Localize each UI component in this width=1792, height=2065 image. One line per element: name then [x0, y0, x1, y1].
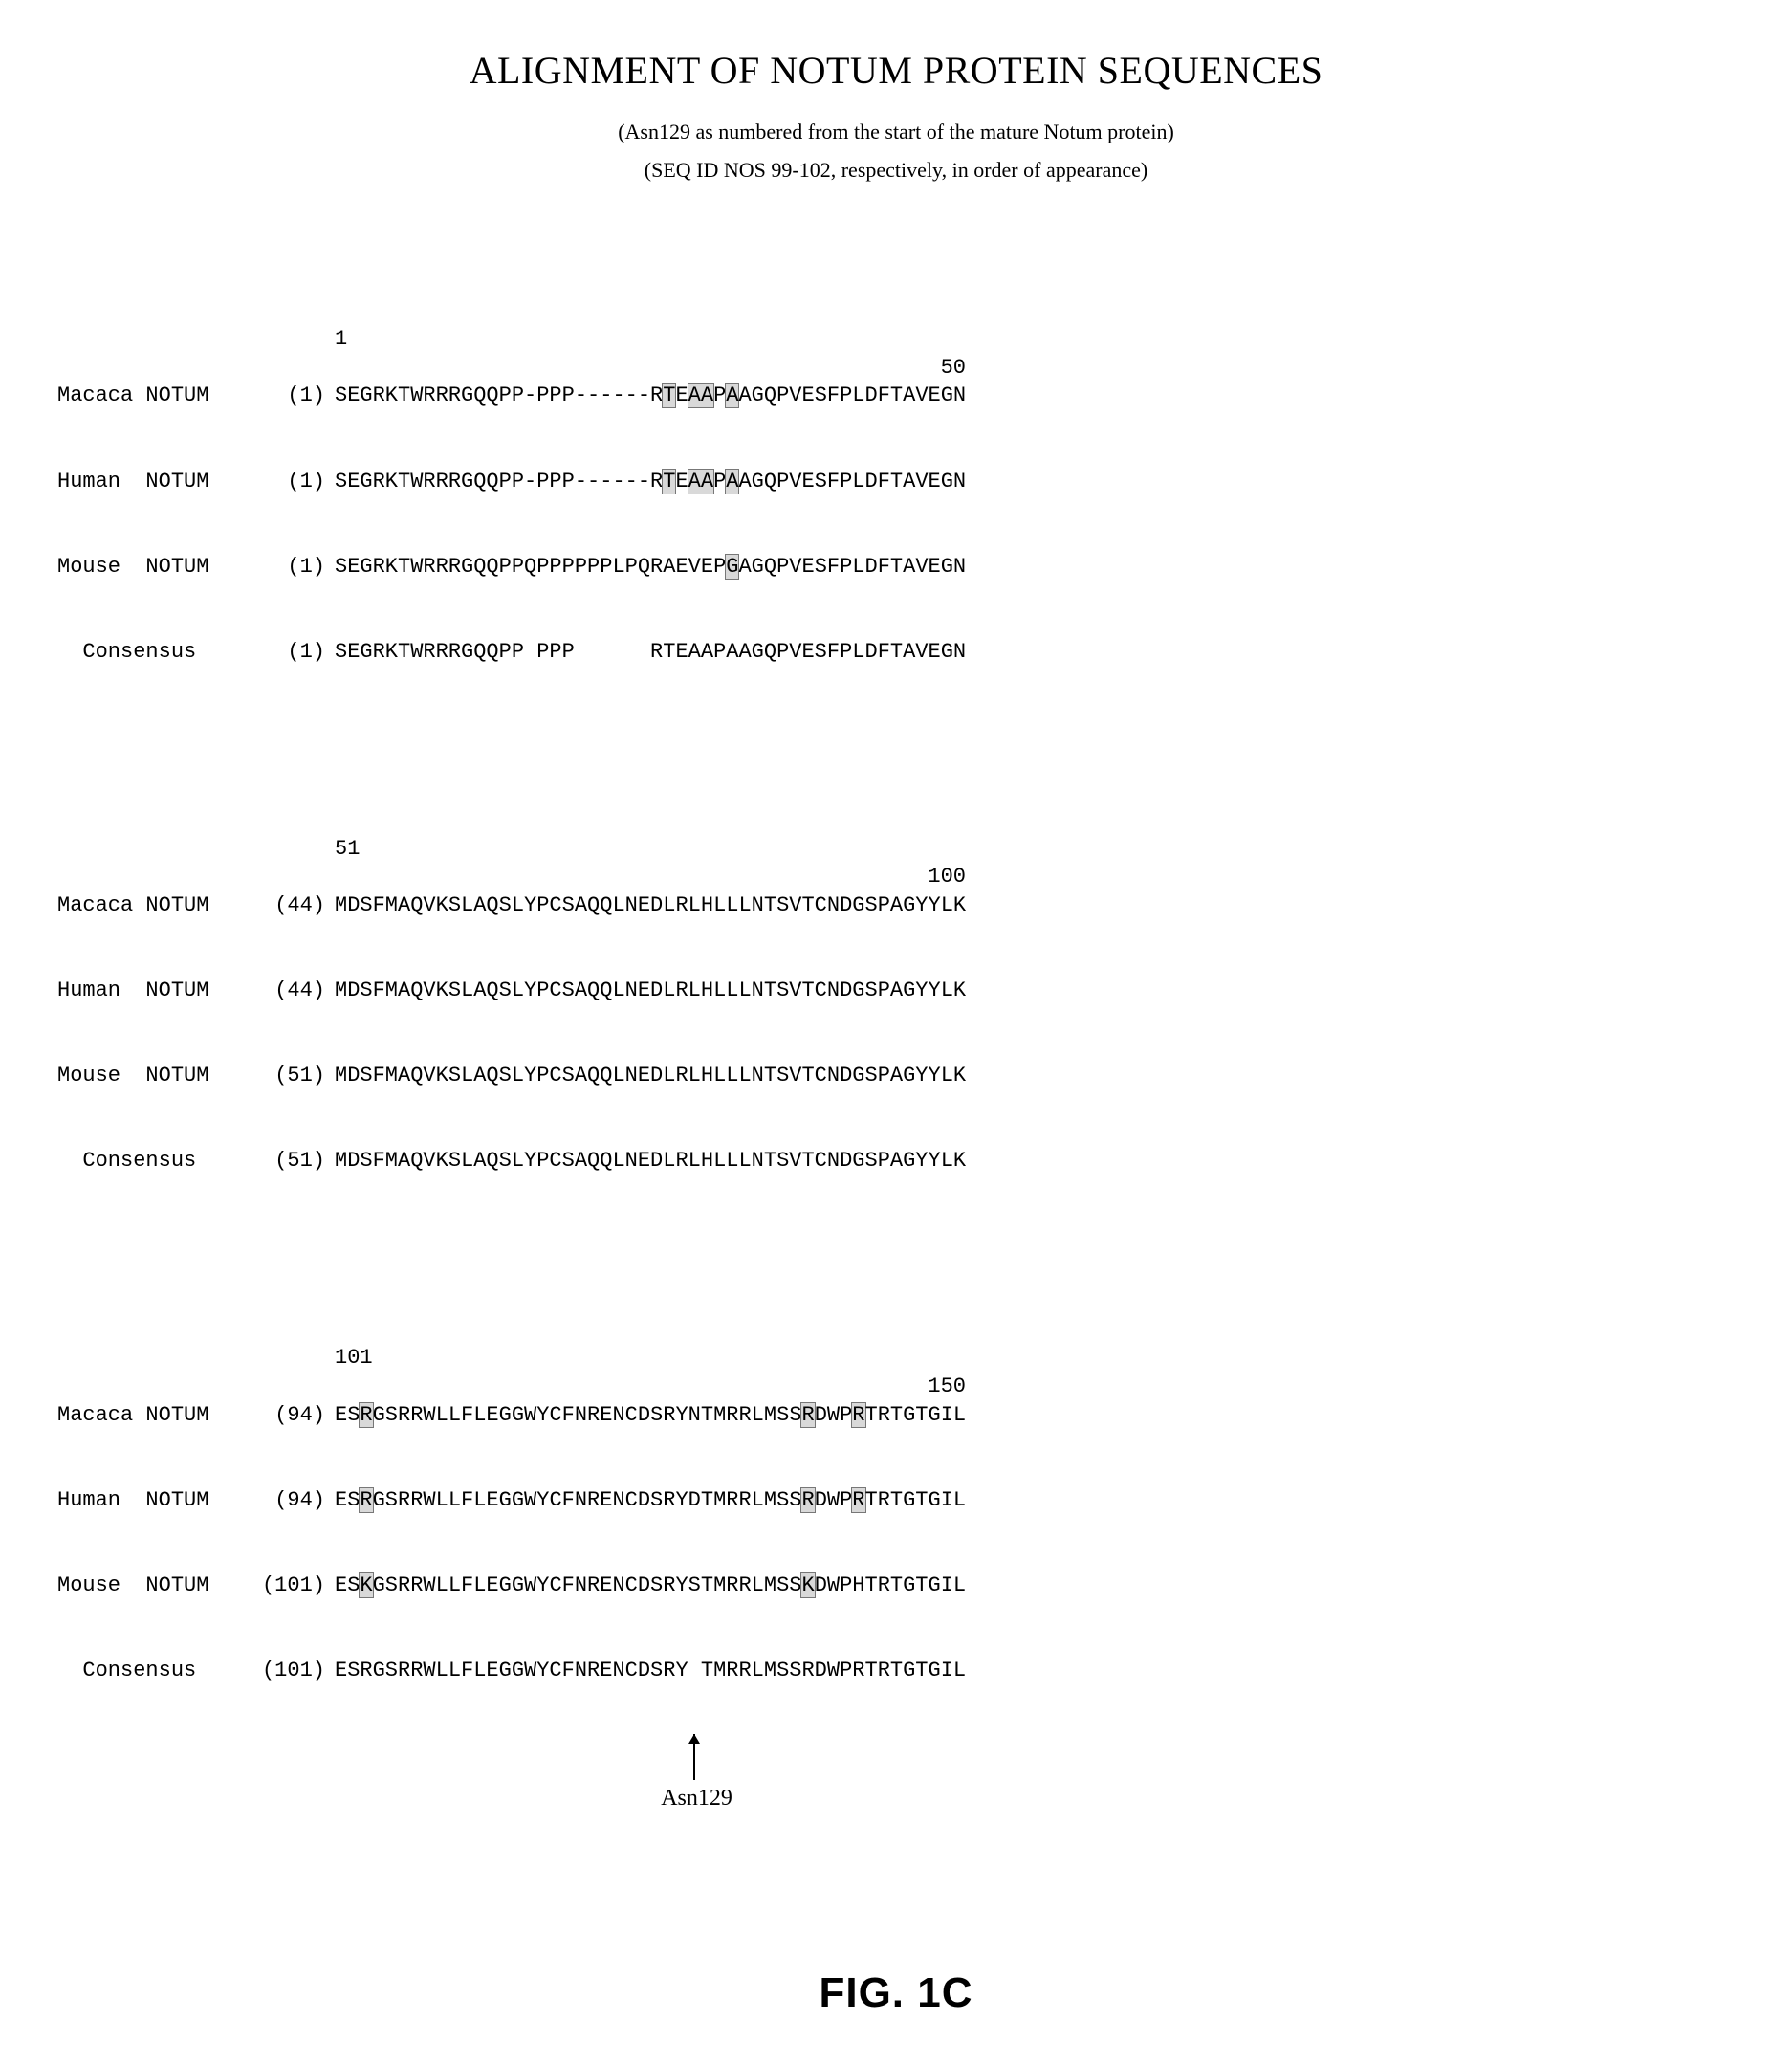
row-pos: (51)	[249, 1062, 335, 1090]
seq-row-mouse: Mouse NOTUM (1) SEGRKTWRRRGQQPPQPPPPPPLP…	[57, 553, 1754, 582]
row-label: Mouse NOTUM	[57, 553, 249, 582]
ruler-start: 51	[335, 835, 360, 864]
row-label: Human NOTUM	[57, 1486, 249, 1515]
row-pos: (51)	[249, 1147, 335, 1175]
ruler-row: 101 150	[57, 1316, 1754, 1345]
seq-row-consensus: Consensus (101) ESRGSRRWLLFLEGGWYCFNRENC…	[57, 1657, 1754, 1685]
ruler-end: 100	[928, 863, 966, 891]
row-label: Consensus	[57, 1147, 249, 1175]
arrow-line	[693, 1734, 695, 1780]
seq-row-consensus: Consensus (1) SEGRKTWRRRGQQPP PPP RTEAAP…	[57, 638, 1754, 667]
alignment-container: 1 50 Macaca NOTUM (1) SEGRKTWRRRGQQPP-PP…	[57, 240, 1754, 1855]
seq-row-macaca: Macaca NOTUM (94) ESRGSRRWLLFLEGGWYCFNRE…	[57, 1401, 1754, 1430]
row-label: Mouse NOTUM	[57, 1571, 249, 1600]
subtitle-seqid: (SEQ ID NOS 99-102, respectively, in ord…	[38, 158, 1754, 183]
seq-row-mouse: Mouse NOTUM (101) ESKGSRRWLLFLEGGWYCFNRE…	[57, 1571, 1754, 1600]
seq-row-mouse: Mouse NOTUM (51) MDSFMAQVKSLAQSLYPCSAQQL…	[57, 1062, 1754, 1090]
row-pos: (101)	[249, 1657, 335, 1685]
row-pos: (101)	[249, 1571, 335, 1600]
row-pos: (1)	[249, 382, 335, 410]
alignment-block-3: 101 150 Macaca NOTUM (94) ESRGSRRWLLFLEG…	[57, 1259, 1754, 1742]
sequence-text: SEGRKTWRRRGQQPP-PPP------RTEAAPAAGQPVESF…	[335, 468, 966, 496]
row-label: Human NOTUM	[57, 977, 249, 1005]
row-pos: (44)	[249, 977, 335, 1005]
seq-row-consensus: Consensus (51) MDSFMAQVKSLAQSLYPCSAQQLNE…	[57, 1147, 1754, 1175]
subtitle-asn: (Asn129 as numbered from the start of th…	[38, 120, 1754, 144]
row-pos: (1)	[249, 638, 335, 667]
ruler-start: 1	[335, 325, 347, 354]
ruler-row: 51 100	[57, 806, 1754, 835]
row-label: Macaca NOTUM	[57, 382, 249, 410]
sequence-text: ESRGSRRWLLFLEGGWYCFNRENCDSRYDTMRRLMSSRDW…	[335, 1486, 966, 1515]
row-label: Macaca NOTUM	[57, 891, 249, 920]
ruler-start: 101	[335, 1344, 373, 1373]
seq-row-macaca: Macaca NOTUM (1) SEGRKTWRRRGQQPP-PPP----…	[57, 382, 1754, 410]
row-pos: (94)	[249, 1401, 335, 1430]
seq-row-human: Human NOTUM (1) SEGRKTWRRRGQQPP-PPP-----…	[57, 468, 1754, 496]
sequence-text: SEGRKTWRRRGQQPP PPP RTEAAPAAGQPVESFPLDFT…	[335, 638, 966, 667]
sequence-text: ESRGSRRWLLFLEGGWYCFNRENCDSRYNTMRRLMSSRDW…	[335, 1401, 966, 1430]
row-label: Mouse NOTUM	[57, 1062, 249, 1090]
row-pos: (1)	[249, 553, 335, 582]
sequence-text: MDSFMAQVKSLAQSLYPCSAQQLNEDLRLHLLLNTSVTCN…	[335, 977, 966, 1005]
seq-row-human: Human NOTUM (44) MDSFMAQVKSLAQSLYPCSAQQL…	[57, 977, 1754, 1005]
sequence-text: ESRGSRRWLLFLEGGWYCFNRENCDSRY TMRRLMSSRDW…	[335, 1657, 966, 1685]
figure-label: FIG. 1C	[38, 1969, 1754, 2017]
sequence-text: MDSFMAQVKSLAQSLYPCSAQQLNEDLRLHLLLNTSVTCN…	[335, 891, 966, 920]
sequence-text: SEGRKTWRRRGQQPPQPPPPPPLPQRAEVEPGAGQPVESF…	[335, 553, 966, 582]
annotation-asn129: Asn129	[335, 1768, 1754, 1855]
seq-row-human: Human NOTUM (94) ESRGSRRWLLFLEGGWYCFNREN…	[57, 1486, 1754, 1515]
sequence-text: ESKGSRRWLLFLEGGWYCFNRENCDSRYSTMRRLMSSKDW…	[335, 1571, 966, 1600]
row-label: Consensus	[57, 638, 249, 667]
row-pos: (94)	[249, 1486, 335, 1515]
sequence-text: MDSFMAQVKSLAQSLYPCSAQQLNEDLRLHLLLNTSVTCN…	[335, 1062, 966, 1090]
annotation-label: Asn129	[661, 1786, 732, 1812]
row-label: Human NOTUM	[57, 468, 249, 496]
seq-row-macaca: Macaca NOTUM (44) MDSFMAQVKSLAQSLYPCSAQQ…	[57, 891, 1754, 920]
row-pos: (1)	[249, 468, 335, 496]
sequence-text: SEGRKTWRRRGQQPP-PPP------RTEAAPAAGQPVESF…	[335, 382, 966, 410]
alignment-block-1: 1 50 Macaca NOTUM (1) SEGRKTWRRRGQQPP-PP…	[57, 240, 1754, 723]
row-pos: (44)	[249, 891, 335, 920]
row-label: Consensus	[57, 1657, 249, 1685]
page-title: ALIGNMENT OF NOTUM PROTEIN SEQUENCES	[38, 48, 1754, 93]
row-label: Macaca NOTUM	[57, 1401, 249, 1430]
ruler-end: 150	[928, 1373, 966, 1401]
alignment-block-2: 51 100 Macaca NOTUM (44) MDSFMAQVKSLAQSL…	[57, 750, 1754, 1233]
ruler-end: 50	[941, 354, 966, 383]
ruler-row: 1 50	[57, 297, 1754, 325]
sequence-text: MDSFMAQVKSLAQSLYPCSAQQLNEDLRLHLLLNTSVTCN…	[335, 1147, 966, 1175]
